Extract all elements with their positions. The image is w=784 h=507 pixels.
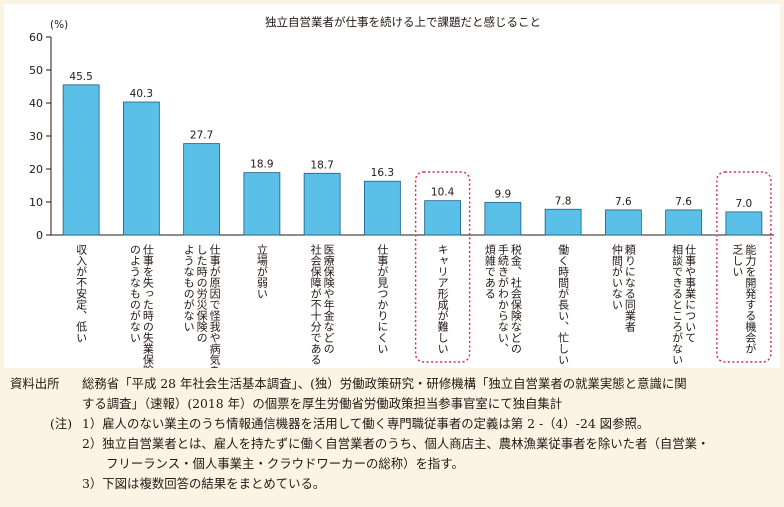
category-label: 仕事が見つかりにくい [376, 244, 389, 354]
bar-value-label: 18.7 [310, 159, 333, 171]
category-label: 働く時間が長い、忙しい [557, 244, 570, 365]
bar [62, 84, 100, 236]
category-label: 仕事が原因で怪我や病気を [208, 244, 221, 368]
category-label: 乏しい [731, 244, 744, 277]
bar-value-label: 45.5 [69, 71, 92, 83]
bar-value-label: 7.8 [555, 195, 572, 207]
note-2-line-1: 2）独立自営業者とは、雇人を持たずに働く自営業者のうち、個人商店主、農林漁業従事… [82, 436, 710, 451]
y-tick-label: 40 [29, 97, 43, 110]
category-label: 手続きがわからない、 [496, 243, 509, 354]
y-tick-label: 10 [29, 196, 43, 209]
bar-value-label: 16.3 [371, 167, 394, 179]
bar-value-label: 7.0 [736, 198, 753, 210]
category-label: 立場が弱い [255, 243, 268, 299]
bar [604, 209, 642, 236]
source-label: 資料出所 [10, 376, 60, 391]
highlight-box [716, 171, 772, 363]
category-label: キャリア形成が難しい [436, 244, 449, 354]
bar-chart: 独立自営業者が仕事を続ける上で課題だと感じること (%) 0 10 20 30 40 50… [29, 15, 774, 368]
bar-value-label: 40.3 [130, 88, 153, 100]
y-tick-label: 30 [29, 130, 43, 143]
note-3: 3）下図は複数回答の結果をまとめている。 [82, 476, 326, 491]
source-line-1: 総務省「平成 28 年社会生活基本調査」、(独）労働政策研究・研修機構「独立自営… [82, 376, 687, 391]
bar-value-label: 10.4 [431, 187, 455, 199]
bar [424, 200, 462, 236]
category-label: 税金、社会保険などの [509, 243, 522, 354]
y-tick-label: 0 [36, 229, 43, 242]
category-label: した時の労災保険の [195, 244, 208, 343]
y-axis: 0 10 20 30 40 50 60 [29, 31, 774, 242]
highlight-boxes [414, 171, 772, 363]
bar-value-label: 9.9 [495, 188, 512, 200]
bar [665, 209, 703, 236]
bar [122, 101, 160, 236]
category-label: 煩雑である [483, 244, 496, 299]
category-label: ようなものがない [182, 244, 195, 332]
bar-value-label: 7.6 [615, 196, 632, 208]
source-line-2: する調査」（速報）(2018 年）の個票を厚生労働省労働政策担当参事官室にて独自… [82, 396, 563, 411]
category-label: 収入が不安定、低い [75, 244, 88, 343]
category-label: 仕事を失った時の失業保険 [141, 244, 154, 368]
bar [725, 211, 763, 236]
note-label: (注) [50, 416, 73, 431]
category-label: 頼りになる同業者 [623, 244, 636, 333]
y-tick-label: 60 [29, 31, 43, 44]
bar [183, 143, 221, 236]
bar-value-label: 27.7 [190, 130, 213, 142]
bar [484, 201, 522, 236]
category-label: 相談できるところがない [671, 244, 684, 365]
category-label: 医療保険や年金などの [322, 244, 335, 354]
note-1: 1）雇人のない業主のうち情報通信機器を活用して働く専門職従事者の定義は第 2 -… [82, 416, 650, 431]
category-label: 社会保障が不十分である [309, 243, 322, 365]
highlight-box [414, 171, 471, 363]
bar-value-label: 18.9 [250, 159, 273, 171]
y-axis-unit: (%) [50, 19, 68, 31]
y-tick-label: 20 [29, 163, 43, 176]
y-tick-label: 50 [29, 64, 43, 77]
bars: 45.5 40.3 27.7 18.9 18.7 16.3 10.4 9.9 7.8 7.6 7.6… [62, 71, 763, 236]
chart-panel: 独立自営業者が仕事を続ける上で課題だと感じること (%) 0 10 20 30 40 50… [4, 4, 780, 368]
category-label: 仕事や事業について [684, 244, 697, 343]
category-label: 能力を開発する機会が [744, 243, 757, 354]
bar [303, 172, 341, 236]
category-label: 仲間がいない [610, 243, 623, 310]
note-2-line-2: フリーランス・個人事業主・クラウドワーカーの総称）を指す。 [106, 456, 464, 471]
chart-title: 独立自営業者が仕事を続ける上で課題だと感じること [265, 15, 541, 29]
bar [363, 180, 401, 236]
bar [243, 172, 281, 236]
category-label: のようなものがない [128, 244, 141, 343]
bar-value-label: 7.6 [675, 196, 692, 208]
bar [544, 208, 582, 236]
